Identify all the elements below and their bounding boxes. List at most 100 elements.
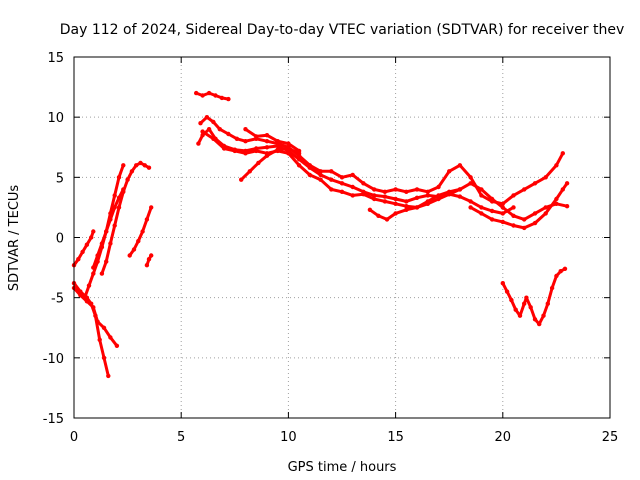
data-point bbox=[404, 199, 409, 204]
data-point bbox=[99, 271, 105, 276]
data-point bbox=[131, 247, 137, 252]
data-point bbox=[138, 160, 143, 166]
data-point bbox=[91, 305, 96, 310]
data-point bbox=[108, 335, 113, 340]
data-point bbox=[95, 253, 100, 258]
data-point bbox=[541, 313, 546, 318]
data-point bbox=[149, 205, 154, 210]
data-point bbox=[275, 147, 280, 152]
data-point bbox=[554, 163, 559, 168]
data-point bbox=[558, 269, 563, 274]
data-point bbox=[239, 177, 244, 182]
x-tick-label: 25 bbox=[602, 430, 619, 445]
data-point bbox=[339, 181, 345, 186]
y-tick-label: -5 bbox=[51, 292, 64, 307]
data-point bbox=[436, 193, 441, 198]
data-point bbox=[532, 211, 538, 216]
data-point bbox=[76, 257, 81, 262]
data-point bbox=[149, 253, 154, 258]
data-point bbox=[447, 192, 452, 197]
data-point bbox=[468, 175, 473, 180]
data-point bbox=[436, 196, 441, 202]
data-point bbox=[84, 299, 90, 304]
data-point bbox=[89, 235, 94, 240]
series-arc-15 bbox=[367, 187, 463, 222]
data-point bbox=[457, 187, 463, 192]
x-tick-label: 15 bbox=[387, 430, 404, 445]
data-point bbox=[468, 181, 473, 186]
data-point bbox=[97, 337, 102, 342]
data-point bbox=[80, 249, 85, 255]
data-point bbox=[146, 165, 152, 170]
data-point bbox=[217, 127, 222, 132]
data-point bbox=[393, 196, 398, 202]
data-point bbox=[517, 313, 523, 318]
y-tick-label: -15 bbox=[43, 412, 64, 427]
series-arc-1 bbox=[71, 229, 96, 268]
data-point bbox=[121, 189, 126, 194]
data-point bbox=[522, 217, 527, 222]
data-point bbox=[522, 301, 527, 306]
y-tick-label: -10 bbox=[43, 352, 64, 367]
data-point bbox=[509, 297, 514, 303]
data-point bbox=[543, 205, 548, 210]
data-point bbox=[243, 151, 248, 156]
data-point bbox=[329, 177, 334, 182]
data-series bbox=[71, 90, 570, 379]
data-point bbox=[479, 211, 484, 216]
data-point bbox=[532, 220, 538, 226]
data-point bbox=[479, 205, 484, 210]
data-point bbox=[382, 189, 388, 194]
data-point bbox=[136, 238, 141, 244]
data-point bbox=[144, 217, 150, 222]
data-point bbox=[264, 139, 270, 144]
series-arc-14 bbox=[243, 127, 302, 154]
y-axis-label: SDTVAR / TECUs bbox=[7, 185, 22, 292]
data-point bbox=[404, 204, 409, 209]
data-point bbox=[213, 93, 218, 98]
data-point bbox=[404, 207, 409, 212]
data-point bbox=[489, 196, 495, 202]
data-point bbox=[404, 189, 409, 194]
data-point bbox=[554, 196, 559, 202]
data-point bbox=[414, 205, 420, 210]
data-point bbox=[108, 241, 113, 246]
grid-lines bbox=[74, 57, 610, 418]
data-point bbox=[382, 194, 388, 199]
data-point bbox=[221, 146, 227, 151]
data-point bbox=[564, 204, 570, 209]
data-point bbox=[254, 148, 259, 154]
data-point bbox=[144, 263, 150, 268]
data-point bbox=[457, 194, 463, 199]
data-point bbox=[549, 285, 555, 291]
x-axis-label: GPS time / hours bbox=[288, 460, 397, 475]
series-arc-11 bbox=[198, 115, 565, 206]
data-point bbox=[116, 205, 122, 210]
data-point bbox=[382, 199, 388, 204]
data-point bbox=[414, 187, 420, 192]
data-point bbox=[101, 325, 107, 330]
data-point bbox=[500, 205, 505, 210]
x-tick-label: 0 bbox=[70, 430, 78, 445]
data-point bbox=[307, 172, 312, 178]
series-arc-7 bbox=[127, 205, 154, 258]
series-arc-6 bbox=[99, 160, 152, 276]
data-point bbox=[543, 211, 548, 216]
data-point bbox=[127, 253, 132, 258]
data-point bbox=[414, 195, 420, 200]
data-point bbox=[108, 217, 113, 222]
data-point bbox=[425, 201, 430, 206]
data-point bbox=[393, 187, 398, 192]
data-point bbox=[554, 273, 559, 279]
data-point bbox=[522, 187, 527, 192]
data-point bbox=[114, 343, 120, 348]
data-point bbox=[468, 199, 473, 204]
data-point bbox=[543, 175, 548, 180]
data-point bbox=[350, 184, 355, 190]
data-point bbox=[247, 169, 252, 174]
data-point bbox=[562, 266, 568, 271]
data-point bbox=[511, 193, 516, 198]
data-point bbox=[361, 181, 366, 186]
data-point bbox=[532, 181, 538, 186]
data-point bbox=[372, 193, 377, 198]
